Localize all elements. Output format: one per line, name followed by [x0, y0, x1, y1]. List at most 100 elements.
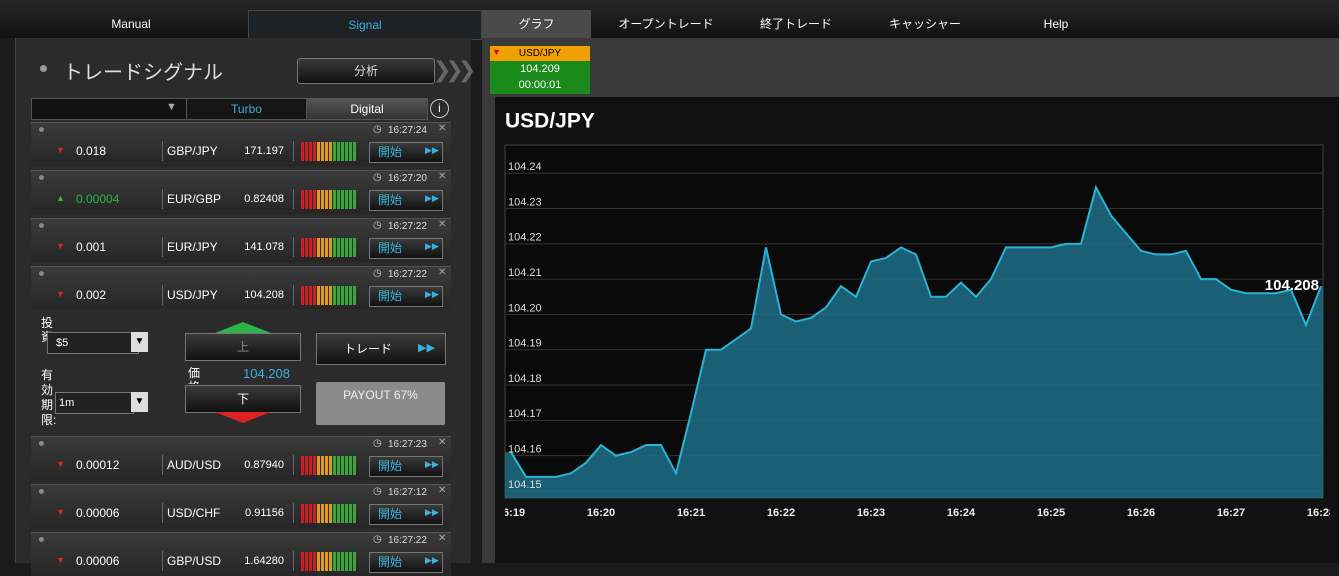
tab-digital[interactable]: Digital [306, 98, 428, 120]
analyze-button[interactable]: 分析 [297, 58, 435, 84]
strength-seg [301, 456, 304, 475]
strength-seg [353, 238, 356, 257]
ticker-pair[interactable]: USD/JPY [490, 46, 590, 61]
strength-seg [301, 552, 304, 571]
start-arrows: ▶▶ [425, 193, 439, 203]
start-button[interactable]: 開始 [369, 190, 443, 211]
strength-seg [349, 190, 352, 209]
x-tick-label: 16:24 [947, 507, 976, 519]
select-arrow[interactable]: ▼ [131, 332, 148, 352]
ticker-box[interactable]: 104.209 00:00:01 [490, 61, 590, 94]
row-dot [39, 127, 44, 132]
strength-seg [305, 190, 308, 209]
strength-seg [345, 238, 348, 257]
strength-seg [305, 456, 308, 475]
last-price-label: 104.208 [1265, 277, 1319, 294]
tab-signal[interactable]: Signal [248, 10, 482, 40]
chart-title: USD/JPY [505, 110, 595, 133]
start-button[interactable]: 開始 [369, 504, 443, 525]
signal-pair: GBP/USD [167, 554, 222, 568]
separator [162, 189, 163, 209]
strength-seg [333, 238, 336, 257]
close-icon[interactable]: ✕ [438, 123, 447, 134]
strength-seg [341, 190, 344, 209]
strength-seg [353, 552, 356, 571]
tab-cashier[interactable]: キャッシャー [888, 17, 961, 31]
trade-button[interactable]: トレード [316, 333, 446, 365]
invest-input[interactable]: $5 [47, 332, 139, 354]
ticker-price: 104.209 [520, 63, 560, 75]
strength-seg [337, 552, 340, 571]
strength-seg [317, 142, 320, 161]
signal-price: 0.87940 [244, 459, 284, 471]
down-button[interactable]: 下 [185, 385, 301, 413]
separator [293, 285, 294, 305]
x-tick-label: 16:27 [1217, 507, 1245, 519]
start-button[interactable]: 開始 [369, 286, 443, 307]
ticker-arrow: ▼ [492, 47, 501, 57]
tab-closed[interactable]: 終了トレード [759, 17, 832, 31]
close-icon[interactable]: ✕ [438, 533, 447, 544]
signal-row: ◷ 16:27:23 ✕ ▼ 0.00012 AUD/USD 0.87940 開始 ▶▶ [31, 436, 451, 480]
signal-row: ◷ 16:27:22 ✕ ▼ 0.00006 GBP/USD 1.64280 開始 ▶▶ [31, 532, 451, 576]
select-arrow[interactable]: ▼ [131, 392, 148, 412]
close-icon[interactable]: ✕ [438, 219, 447, 230]
strength-seg [305, 238, 308, 257]
clock-icon: ◷ [373, 486, 382, 497]
clock-icon: ◷ [373, 534, 382, 545]
y-tick-label: 104.20 [508, 302, 542, 314]
strength-seg [333, 142, 336, 161]
strength-seg [313, 456, 316, 475]
strength-seg [325, 552, 328, 571]
signal-pair: EUR/JPY [167, 240, 218, 254]
strength-seg [329, 456, 332, 475]
y-tick-label: 104.22 [508, 232, 542, 244]
strength-seg [301, 190, 304, 209]
start-button[interactable]: 開始 [369, 238, 443, 259]
y-tick-label: 104.18 [508, 373, 542, 385]
up-triangle [215, 322, 271, 333]
strength-seg [301, 286, 304, 305]
clock-icon: ◷ [373, 220, 382, 231]
info-icon[interactable]: i [430, 99, 449, 118]
signal-pair: USD/JPY [167, 288, 218, 302]
close-icon[interactable]: ✕ [438, 171, 447, 182]
strength-seg [317, 504, 320, 523]
direction-arrow: ▼ [56, 459, 65, 469]
start-button[interactable]: 開始 [369, 142, 443, 163]
strength-seg [329, 504, 332, 523]
start-button[interactable]: 開始 [369, 456, 443, 477]
tab-open[interactable]: オープントレード [618, 17, 714, 31]
close-icon[interactable]: ✕ [438, 267, 447, 278]
strength-seg [329, 286, 332, 305]
tab-help[interactable]: Help [1043, 17, 1069, 31]
strength-seg [337, 286, 340, 305]
filter-dropdown[interactable] [31, 98, 187, 120]
strength-seg [325, 238, 328, 257]
strength-seg [305, 286, 308, 305]
strength-seg [345, 142, 348, 161]
strength-seg [305, 142, 308, 161]
x-tick-label: 16:20 [587, 507, 615, 519]
strength-seg [301, 142, 304, 161]
row-dot [39, 441, 44, 446]
close-icon[interactable]: ✕ [438, 485, 447, 496]
direction-arrow: ▼ [56, 289, 65, 299]
strength-seg [329, 552, 332, 571]
y-tick-label: 104.24 [508, 161, 542, 173]
signal-pair: AUD/USD [167, 458, 222, 472]
x-tick-label: 16:21 [677, 507, 705, 519]
direction-arrow: ▼ [56, 507, 65, 517]
expiry-input[interactable]: 1m [55, 392, 134, 414]
bullet [40, 65, 47, 72]
strength-seg [333, 456, 336, 475]
strength-seg [325, 456, 328, 475]
tab-turbo[interactable]: Turbo [186, 98, 307, 120]
separator [162, 455, 163, 475]
strength-seg [321, 286, 324, 305]
up-button[interactable]: 上 [185, 333, 301, 361]
close-icon[interactable]: ✕ [438, 437, 447, 448]
separator [162, 285, 163, 305]
tab-graph[interactable]: グラフ [482, 10, 591, 38]
tab-manual[interactable]: Manual [111, 17, 151, 31]
